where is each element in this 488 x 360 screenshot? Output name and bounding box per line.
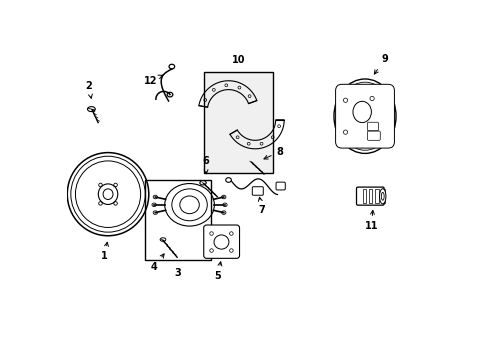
FancyBboxPatch shape	[203, 225, 239, 258]
Text: 4: 4	[150, 254, 164, 272]
FancyBboxPatch shape	[252, 187, 263, 195]
FancyBboxPatch shape	[335, 84, 394, 148]
Ellipse shape	[379, 189, 385, 204]
Text: 12: 12	[143, 75, 163, 86]
Ellipse shape	[167, 92, 172, 97]
Bar	[381, 189, 385, 203]
FancyBboxPatch shape	[276, 182, 285, 190]
Bar	[374, 189, 378, 203]
Text: 3: 3	[174, 267, 181, 278]
FancyBboxPatch shape	[356, 187, 384, 205]
Bar	[362, 189, 366, 203]
Ellipse shape	[169, 64, 174, 69]
Bar	[145, 180, 210, 260]
Text: 2: 2	[85, 81, 92, 98]
Ellipse shape	[200, 181, 206, 185]
Text: 5: 5	[214, 262, 222, 281]
Text: 10: 10	[231, 55, 244, 65]
Text: 6: 6	[202, 156, 208, 174]
Text: 9: 9	[373, 54, 387, 74]
Ellipse shape	[160, 238, 165, 241]
Ellipse shape	[214, 235, 228, 249]
Ellipse shape	[87, 107, 95, 112]
Bar	[203, 72, 272, 173]
Text: 8: 8	[264, 147, 283, 159]
Bar	[368, 189, 372, 203]
Text: 11: 11	[364, 211, 377, 231]
Ellipse shape	[352, 101, 370, 122]
Text: 7: 7	[258, 197, 265, 215]
Text: 1: 1	[101, 242, 108, 261]
Ellipse shape	[225, 178, 231, 182]
Ellipse shape	[247, 159, 254, 164]
